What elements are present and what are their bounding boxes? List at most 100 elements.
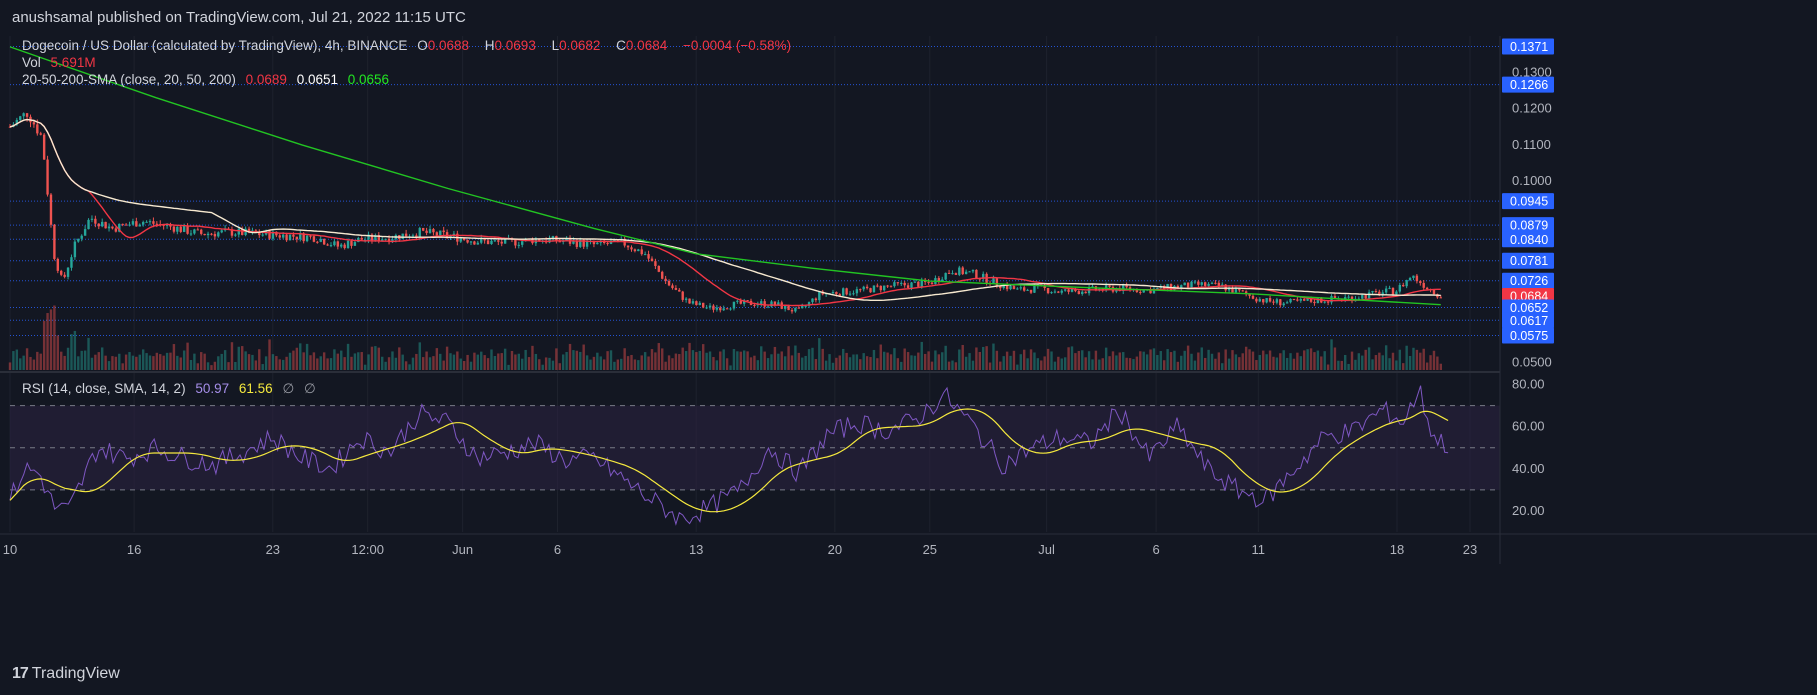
- candle-body: [695, 301, 698, 305]
- volume-bar: [251, 354, 254, 370]
- volume-bar: [281, 359, 285, 370]
- sma-legend: 20-50-200-SMA (close, 20, 50, 200) 0.068…: [22, 72, 395, 87]
- volume-bar: [804, 355, 807, 370]
- volume-bar: [893, 348, 896, 370]
- volume-bar: [326, 358, 329, 370]
- volume-bar: [241, 346, 244, 370]
- rsi-legend: RSI (14, close, SMA, 14, 2) 50.97 61.56 …: [22, 381, 322, 397]
- volume-bar: [148, 355, 152, 370]
- candle-body: [261, 234, 264, 236]
- candle-body: [517, 244, 521, 246]
- price-badge-bg: [1502, 252, 1554, 269]
- candle-body: [1060, 290, 1063, 293]
- candle-body: [497, 240, 500, 242]
- volume-bar: [1248, 349, 1251, 370]
- candle-body: [25, 113, 29, 117]
- chart-frame[interactable]: USD0.13000.12000.11000.10000.05000.13710…: [0, 36, 1817, 656]
- price-badge-label: 0.0617: [1510, 314, 1548, 328]
- candle-body: [36, 124, 39, 134]
- candle-body: [353, 242, 357, 246]
- volume-bar: [664, 361, 667, 370]
- candle-body: [186, 225, 189, 234]
- candle-body: [592, 241, 596, 245]
- candle-body: [1050, 292, 1053, 294]
- volume-bar: [527, 357, 531, 370]
- volume-bar: [1343, 354, 1347, 370]
- volume-bar: [783, 356, 787, 370]
- volume-bar: [524, 349, 527, 370]
- candle-body: [514, 239, 517, 246]
- candle-body: [565, 238, 568, 241]
- volume-bar: [124, 354, 128, 370]
- volume-bar: [394, 357, 398, 370]
- candle-body: [1388, 287, 1391, 289]
- volume-bar: [1224, 349, 1227, 370]
- candle-body: [473, 241, 476, 245]
- volume-bar: [131, 355, 135, 370]
- volume-bar: [1200, 347, 1203, 370]
- volume-bar: [620, 358, 623, 370]
- candle-body: [626, 245, 630, 248]
- volume-bar: [971, 360, 975, 370]
- volume-bar: [36, 351, 39, 370]
- candle-body: [746, 300, 749, 302]
- volume-bar: [650, 349, 654, 370]
- candle-body: [1244, 291, 1248, 295]
- volume-bar: [1214, 358, 1217, 370]
- volume-bar: [1077, 350, 1081, 370]
- candle-body: [1323, 301, 1326, 303]
- candle-body: [138, 224, 141, 227]
- candle-body: [1296, 299, 1299, 301]
- volume-bar: [114, 356, 118, 370]
- volume-bar: [1320, 356, 1323, 370]
- volume-bar: [602, 359, 606, 370]
- volume-bar: [927, 351, 930, 370]
- candle-body: [900, 282, 903, 284]
- candle-body: [1432, 289, 1436, 295]
- rsi-sma-line: [9, 408, 1449, 513]
- volume-bar: [19, 358, 22, 370]
- volume-bar: [46, 313, 49, 370]
- volume-bar: [1190, 353, 1193, 370]
- candle-body: [213, 234, 217, 237]
- candle-body: [637, 249, 640, 252]
- volume-bar: [756, 360, 760, 370]
- tradingview-logo[interactable]: 17 TradingView: [12, 665, 120, 683]
- volume-bar: [1139, 351, 1142, 370]
- volume-bar: [70, 334, 73, 370]
- candle-body: [818, 291, 821, 301]
- volume-bar: [53, 305, 56, 370]
- volume-bar: [1340, 360, 1343, 370]
- price-badge: 0.0879: [1502, 217, 1554, 234]
- candle-body: [196, 229, 200, 231]
- volume-bar: [25, 348, 29, 370]
- volume-bar: [83, 350, 87, 370]
- candle-body: [681, 291, 684, 300]
- volume-bar: [312, 352, 316, 370]
- chart-canvas[interactable]: USD0.13000.12000.11000.10000.05000.13710…: [0, 36, 1817, 656]
- volume-bar: [1429, 355, 1432, 370]
- volume-bar: [1221, 363, 1224, 370]
- candle-body: [131, 221, 135, 225]
- volume-bar: [985, 346, 988, 370]
- volume-bar: [217, 356, 220, 370]
- candle-body: [1180, 285, 1183, 288]
- volume-bar: [678, 354, 681, 370]
- high-value: 0.0693: [494, 38, 536, 53]
- volume-bar: [978, 352, 982, 370]
- candle-body: [777, 302, 780, 306]
- candle-body: [722, 308, 725, 311]
- price-badge-label: 0.0726: [1510, 274, 1548, 288]
- candle-body: [917, 281, 920, 287]
- volume-bar: [486, 358, 490, 370]
- candle-body: [558, 241, 561, 243]
- volume-bar: [661, 348, 664, 370]
- volume-bar: [1046, 348, 1050, 370]
- volume-bar: [698, 350, 701, 370]
- volume-bar: [732, 349, 736, 370]
- candle-body: [1381, 292, 1384, 296]
- candle-body: [104, 221, 107, 229]
- candle-body: [606, 243, 609, 245]
- volume-bar: [1350, 351, 1354, 370]
- axes: USD0.13000.12000.11000.10000.05000.13710…: [0, 36, 1817, 564]
